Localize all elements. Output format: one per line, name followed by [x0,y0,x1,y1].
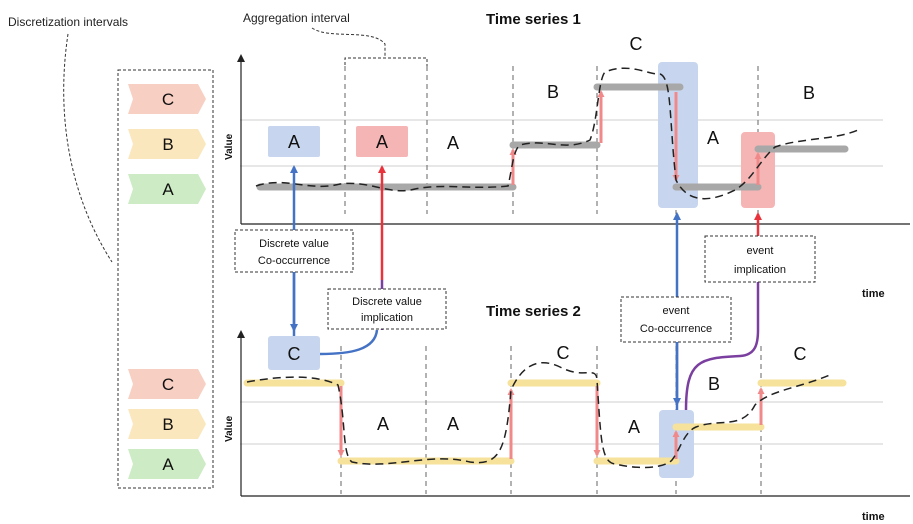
chevron-b-top [128,129,206,159]
discretization-intervals-label: Discretization intervals [8,15,128,29]
callout-event-implication-line2: implication [734,264,786,276]
legend-bottom: C B A [128,369,206,479]
ts1-signal [255,67,859,200]
ts2-title: Time series 2 [486,303,581,320]
ts1-highlight-a-red [356,126,408,157]
ts1-label-c1: C [630,34,643,54]
chevron-b-top-label: B [162,135,173,154]
callout-event-cooccurrence: event Co-occurrence [620,296,732,343]
ts1-time-label: time [862,288,885,300]
ts2-chart: Value C A A C [224,330,910,497]
ts2-label-c3: C [794,344,807,364]
callout-event-cooccurrence-line1: event [663,305,690,317]
aggregation-interval-label: Aggregation interval [243,11,350,25]
discretization-pointer [63,33,113,263]
aggregation-bracket [344,57,428,70]
ts1-event-blue-highlight [658,62,698,208]
callout-discrete-implication: Discrete value implication [327,288,447,330]
callout-event-implication-line1: event [747,245,774,257]
chevron-a-top [128,174,206,204]
ts2-label-c2: C [557,343,570,363]
chevron-b-bottom-label: B [162,415,173,434]
callout-discrete-implication-line1: Discrete value [352,296,422,308]
legend-top: C B A [128,84,206,204]
ts1-title: Time series 1 [486,11,581,28]
ts1-value-label: Value [224,133,235,160]
discrete-implication-link-blue [319,329,379,356]
ts1-label-b1: B [547,82,559,102]
ts2-highlight-c-blue [268,336,320,370]
ts2-value-label: Value [224,415,235,442]
ts1-highlight-a-blue [268,126,320,157]
ts1-label-a3: A [447,133,459,153]
event-implication-link-purple [684,280,760,411]
chevron-c-bottom [128,369,206,399]
ts2-time-label: time [862,511,885,523]
chevron-c-top-label: C [162,90,174,109]
ts1-label-b2: B [803,83,815,103]
ts1-label-a1: A [288,132,300,152]
ts1-label-a2: A [376,132,388,152]
callout-discrete-cooccurrence-line1: Discrete value [259,238,329,250]
chevron-c-top [128,84,206,114]
callout-discrete-cooccurrence: Discrete value Co-occurrence [234,229,354,273]
ts2-label-a2: A [447,414,459,434]
ts2-label-a3: A [628,417,640,437]
ts1-chart: Value A A A B [224,34,910,225]
ts1-label-a4: A [707,128,719,148]
chevron-a-bottom [128,449,206,479]
callout-discrete-implication-line2: implication [361,312,413,324]
ts2-label-a1: A [377,414,389,434]
callout-discrete-cooccurrence-line2: Co-occurrence [258,255,330,267]
callout-event-cooccurrence-line2: Co-occurrence [640,323,712,335]
aggregation-pointer [311,27,386,56]
ts2-label-b1: B [708,374,720,394]
chevron-b-bottom [128,409,206,439]
ts2-signal [246,362,833,469]
chevron-a-top-label: A [162,180,174,199]
chevron-a-bottom-label: A [162,455,174,474]
ts2-label-c1: C [288,344,301,364]
chevron-c-bottom-label: C [162,375,174,394]
callout-event-implication: event implication [704,235,816,283]
